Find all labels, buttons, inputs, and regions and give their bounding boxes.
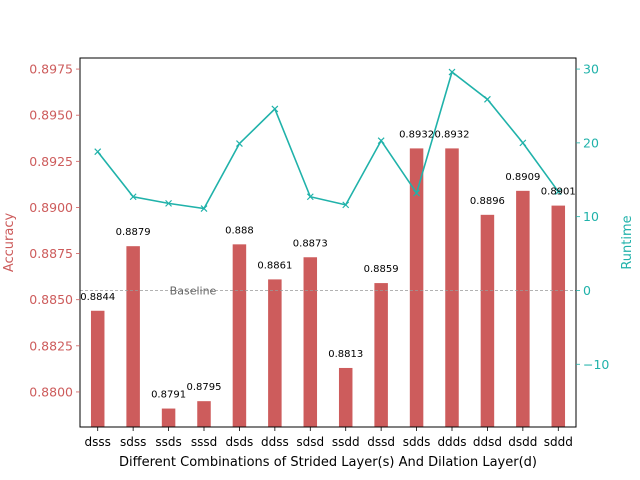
accuracy-bar (338, 367, 353, 427)
runtime-marker (519, 139, 527, 147)
x-tick-label: sdds (403, 435, 431, 449)
right-tick-label: 20 (583, 135, 599, 150)
runtime-marker (413, 189, 420, 197)
bar-value-label: 0.8909 (505, 172, 540, 183)
x-tick-label: sdsd (296, 435, 324, 449)
x-tick-label: ddsd (473, 435, 502, 449)
left-tick-label: 0.8975 (29, 62, 73, 77)
bar-value-label: 0.8795 (187, 382, 222, 393)
baseline-label: Baseline (170, 284, 217, 297)
accuracy-bar (409, 148, 424, 427)
bar-value-label: 0.8859 (364, 264, 399, 275)
bar-value-label: 0.8844 (80, 292, 115, 303)
runtime-line (97, 70, 559, 210)
x-tick-label: dsss (85, 435, 111, 449)
left-tick-label: 0.8900 (29, 200, 73, 215)
x-tick-label: ssds (155, 435, 181, 449)
left-tick-label: 0.8950 (29, 108, 73, 123)
runtime-marker (306, 193, 314, 201)
x-tick-label: ddss (261, 435, 289, 449)
right-tick-label: 10 (583, 209, 599, 224)
plot-frame (79, 57, 577, 428)
accuracy-bar (161, 408, 176, 427)
left-tick-label: 0.8800 (29, 384, 73, 399)
x-tick-label: dssd (367, 435, 395, 449)
runtime-marker (448, 68, 456, 76)
bar-value-label: 0.888 (225, 225, 254, 236)
left-tick-label: 0.8850 (29, 292, 73, 307)
line-layer (94, 68, 562, 212)
runtime-marker (236, 140, 243, 148)
runtime-marker (377, 137, 385, 145)
x-tick-label: sssd (191, 435, 217, 449)
bar-value-label: 0.8932 (399, 129, 434, 140)
accuracy-bar (516, 190, 530, 427)
accuracy-bar (197, 401, 211, 427)
x-tick-label: dsdd (508, 435, 537, 449)
left-tick-label: 0.8925 (29, 154, 73, 169)
runtime-marker (165, 199, 172, 207)
accuracy-bar (480, 214, 495, 427)
runtime-marker (271, 105, 279, 113)
bar-value-label: 0.8791 (151, 390, 186, 401)
left-axis-title: Accuracy (2, 213, 17, 273)
right-tick-label: 0 (583, 283, 591, 298)
bar-value-label: 0.8932 (435, 129, 470, 140)
accuracy-bar (90, 310, 105, 427)
baseline-layer: Baseline (80, 284, 576, 297)
accuracy-bar (268, 279, 282, 427)
accuracy-bar (232, 244, 247, 427)
runtime-marker (94, 148, 102, 156)
x-tick-label: dsds (226, 435, 254, 449)
bar-value-label: 0.8873 (293, 238, 328, 249)
accuracy-bar (374, 283, 388, 427)
x-tick-label: sdss (120, 435, 146, 449)
accuracy-bar (303, 257, 318, 427)
right-axis-title: Runtime (620, 215, 635, 269)
runtime-marker (554, 188, 562, 196)
bar-value-label: 0.8901 (541, 187, 576, 198)
x-tick-label: sddd (544, 435, 573, 449)
bar-value-label: 0.8861 (257, 260, 292, 271)
bar-value-label: 0.8879 (116, 227, 151, 238)
bars-layer (90, 148, 566, 427)
x-tick-label: ddds (437, 435, 466, 449)
left-tick-label: 0.8825 (29, 338, 73, 353)
bar-value-label: 0.8813 (328, 349, 363, 360)
axes-layer: dsss sdss ssds sssd dsds ddss sdsd ssdd dssd sdds… (29, 57, 609, 449)
left-tick-label: 0.8875 (29, 246, 73, 261)
bar-value-label: 0.8896 (470, 196, 505, 207)
accuracy-bar (445, 148, 459, 427)
runtime-marker (200, 205, 208, 212)
runtime-marker (484, 95, 491, 103)
x-tick-label: ssdd (332, 435, 360, 449)
right-tick-label: 30 (583, 62, 599, 77)
runtime-marker (129, 193, 137, 201)
accuracy-bar (551, 205, 566, 427)
runtime-marker (342, 201, 350, 209)
accuracy-bar (126, 246, 140, 427)
x-axis-title: Different Combinations of Strided Layer(… (119, 455, 537, 470)
right-tick-label: −10 (583, 357, 609, 372)
